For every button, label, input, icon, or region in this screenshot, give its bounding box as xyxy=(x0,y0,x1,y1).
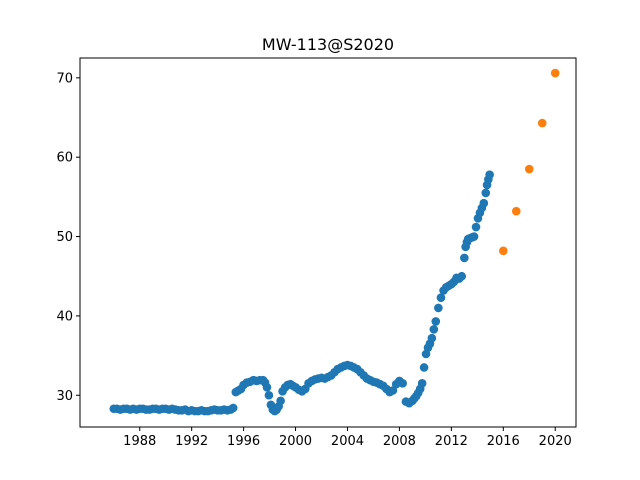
data-point-series-1 xyxy=(429,325,439,334)
y-tick-label: 40 xyxy=(56,309,73,324)
data-point-series-1 xyxy=(431,317,441,326)
data-point-series-1 xyxy=(417,379,427,388)
x-axis: 1988 1992 1996 2000 2004 2008 2012 2016 2020 xyxy=(123,427,572,449)
data-point-series-1 xyxy=(228,403,238,413)
y-axis: 30 40 50 60 70 xyxy=(56,71,80,404)
data-points xyxy=(109,68,560,416)
x-tick-label: 2008 xyxy=(383,434,416,449)
data-point-series-1 xyxy=(485,170,494,179)
x-tick-label: 2020 xyxy=(539,434,572,449)
chart-title: MW-113@S2020 xyxy=(262,35,394,54)
plot-frame xyxy=(79,57,577,428)
x-tick-label: 2012 xyxy=(435,434,468,449)
x-tick-label: 1992 xyxy=(175,434,208,449)
data-point-series-1 xyxy=(276,396,285,406)
data-point-series-1 xyxy=(398,379,407,388)
data-point-series-1 xyxy=(388,386,398,395)
data-point-series-1 xyxy=(436,293,446,302)
data-point-series-2 xyxy=(498,246,508,256)
data-point-series-1 xyxy=(434,303,443,313)
data-point-series-1 xyxy=(262,383,272,392)
x-tick-label: 1988 xyxy=(123,434,156,449)
x-tick-label: 2016 xyxy=(487,434,520,449)
x-tick-label: 1996 xyxy=(227,434,260,449)
data-point-series-1 xyxy=(460,253,469,263)
data-point-series-2 xyxy=(511,206,521,216)
x-tick-label: 2004 xyxy=(331,434,364,449)
y-tick-label: 50 xyxy=(56,230,73,245)
data-point-series-2 xyxy=(537,118,547,128)
y-tick-label: 70 xyxy=(56,71,73,86)
data-point-series-2 xyxy=(524,164,534,174)
y-tick-label: 30 xyxy=(56,389,73,404)
data-point-series-1 xyxy=(419,363,429,372)
data-point-series-1 xyxy=(469,232,479,241)
data-point-series-1 xyxy=(479,198,489,208)
data-point-series-1 xyxy=(481,188,491,198)
y-tick-label: 60 xyxy=(56,151,73,166)
data-point-series-1 xyxy=(264,390,274,400)
data-point-series-1 xyxy=(471,222,481,232)
data-point-series-2 xyxy=(550,68,560,78)
data-point-series-1 xyxy=(457,271,467,281)
x-tick-label: 2000 xyxy=(279,434,312,449)
data-point-series-1 xyxy=(427,333,437,343)
